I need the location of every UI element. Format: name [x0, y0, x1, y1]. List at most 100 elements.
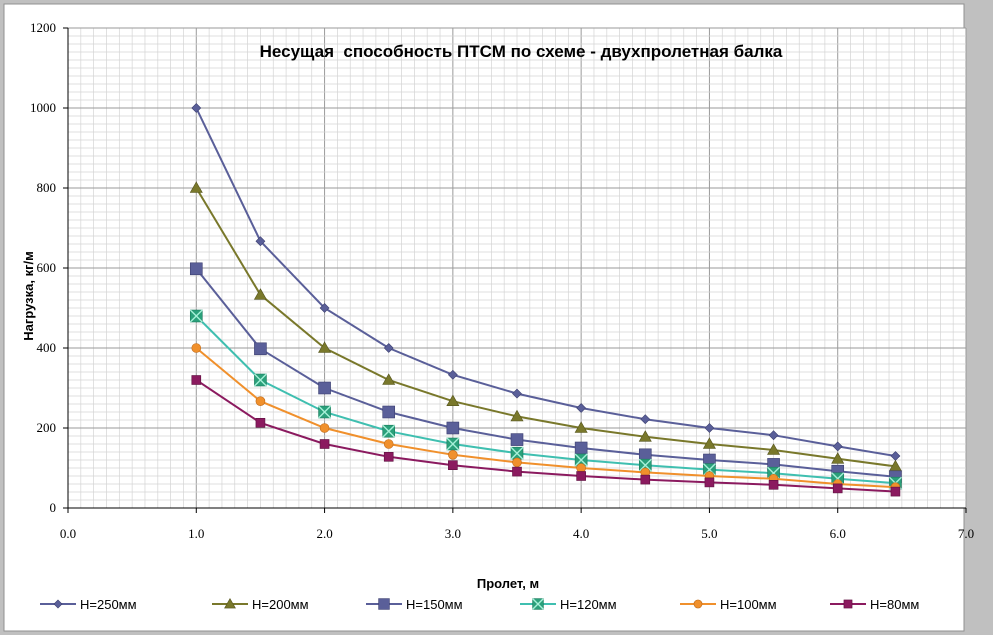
- x-tick-labels: 0.0 1.0 2.0 3.0 4.0 5.0 6.0 7.0: [60, 508, 974, 541]
- data-point: [510, 433, 524, 446]
- series-line: [195, 107, 896, 457]
- data-point: [532, 598, 544, 610]
- y-tick-label: 200: [37, 420, 57, 435]
- series-line: [195, 268, 896, 478]
- data-point: [640, 474, 651, 485]
- legend-entry: Н=80мм: [830, 597, 919, 612]
- data-point: [512, 457, 522, 468]
- data-point: [510, 409, 524, 422]
- y-tick-label: 600: [37, 260, 57, 275]
- data-point: [768, 430, 779, 441]
- legend-label: Н=80мм: [870, 597, 919, 612]
- x-tick-label: 1.0: [188, 526, 204, 541]
- series-group: [189, 103, 902, 497]
- series-line: [195, 379, 896, 493]
- data-point: [638, 430, 652, 442]
- data-point: [382, 424, 396, 438]
- legend-entry: Н=250мм: [40, 597, 137, 612]
- series-2: [189, 181, 902, 472]
- data-point: [704, 477, 715, 488]
- x-tick-label: 3.0: [445, 526, 461, 541]
- legend-label: Н=200мм: [252, 597, 309, 612]
- legend-entry: Н=120мм: [520, 597, 617, 612]
- data-point: [224, 597, 236, 609]
- data-point: [843, 599, 853, 609]
- data-point: [319, 303, 330, 313]
- data-point: [378, 598, 390, 610]
- y-tick-label: 1200: [30, 20, 56, 35]
- data-point: [319, 423, 330, 433]
- data-point: [191, 343, 202, 353]
- legend-label: Н=250мм: [80, 597, 137, 612]
- data-point: [576, 403, 587, 413]
- data-point: [767, 443, 781, 455]
- data-point: [574, 441, 588, 455]
- data-point: [640, 414, 651, 425]
- y-axis-label: Нагрузка, кг/м: [21, 251, 36, 340]
- data-point: [255, 417, 266, 428]
- data-point: [890, 486, 901, 497]
- data-point: [318, 381, 331, 395]
- data-point: [383, 439, 394, 449]
- data-point: [189, 181, 203, 193]
- y-tick-label: 400: [37, 340, 57, 355]
- gridlines: [67, 27, 967, 509]
- y-tick-label: 1000: [30, 100, 56, 115]
- data-point: [576, 471, 586, 481]
- legend-label: Н=100мм: [720, 597, 777, 612]
- legend-entry: Н=100мм: [680, 597, 777, 612]
- data-point: [191, 103, 202, 113]
- legend-label: Н=150мм: [406, 597, 463, 612]
- data-point: [512, 388, 522, 399]
- data-point: [574, 421, 588, 433]
- data-point: [189, 309, 203, 323]
- data-point: [446, 421, 460, 435]
- data-point: [704, 423, 715, 433]
- series-line: [195, 187, 896, 468]
- data-point: [693, 599, 703, 609]
- x-axis-label: Пролет, м: [477, 576, 539, 591]
- data-point: [512, 466, 522, 477]
- legend-entry: Н=150мм: [366, 597, 463, 612]
- data-point: [189, 262, 203, 276]
- data-point: [255, 236, 266, 247]
- x-tick-label: 5.0: [701, 526, 717, 541]
- data-point: [510, 446, 524, 460]
- data-point: [447, 369, 458, 380]
- data-point: [576, 463, 586, 473]
- y-tick-label: 0: [50, 500, 57, 515]
- data-point: [383, 343, 394, 353]
- series-line: [195, 315, 896, 485]
- data-point: [255, 396, 266, 407]
- data-point: [253, 288, 267, 300]
- series-line: [195, 347, 896, 489]
- chart-title: Несущая способность ПТСМ по схеме - двух…: [260, 42, 783, 61]
- data-point: [318, 341, 332, 353]
- data-point: [832, 441, 843, 452]
- data-point: [831, 452, 845, 464]
- x-tick-label: 6.0: [830, 526, 846, 541]
- data-point: [382, 405, 396, 419]
- data-point: [318, 405, 332, 419]
- series-6: [191, 375, 901, 497]
- y-tick-labels: 0 200 400 600 800 1000 1200: [30, 20, 68, 515]
- data-point: [832, 483, 843, 494]
- data-point: [446, 437, 460, 451]
- data-point: [319, 439, 330, 449]
- data-point: [448, 449, 458, 460]
- data-point: [383, 451, 394, 462]
- data-point: [53, 599, 63, 609]
- x-tick-label: 7.0: [958, 526, 974, 541]
- data-point: [702, 437, 716, 449]
- y-tick-label: 800: [37, 180, 57, 195]
- x-tick-label: 2.0: [316, 526, 332, 541]
- data-point: [254, 342, 267, 356]
- data-point: [253, 373, 267, 387]
- series-1: [191, 103, 901, 461]
- data-point: [446, 394, 460, 407]
- data-point: [382, 373, 396, 385]
- legend-label: Н=120мм: [560, 597, 617, 612]
- data-point: [768, 479, 779, 490]
- data-point: [448, 460, 458, 471]
